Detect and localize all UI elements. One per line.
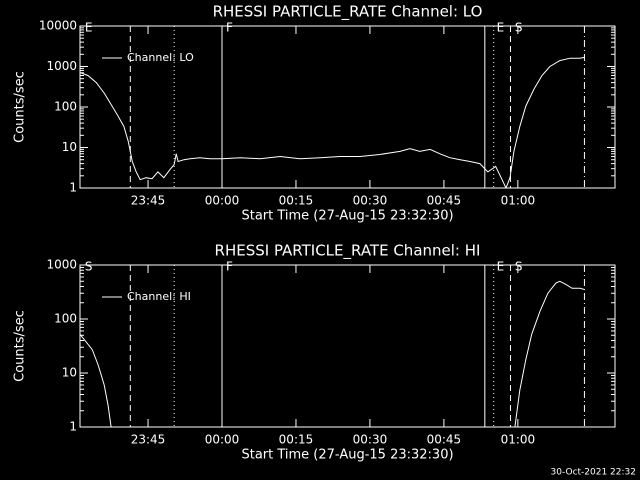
x-tick-label: 00:45 (427, 194, 462, 208)
legend-label: Channel: HI (127, 290, 191, 303)
x-tick-label: 23:45 (131, 194, 166, 208)
x-tick-label: 01:00 (501, 433, 536, 447)
event-label: S (515, 260, 523, 274)
x-tick-label: 00:30 (353, 194, 388, 208)
footer: 30-Oct-2021 22:32 (551, 468, 636, 478)
x-axis-label: Start Time (27-Aug-15 23:32:30) (241, 448, 453, 463)
x-tick-label: 01:00 (501, 194, 536, 208)
y-tick-label: 10 (62, 140, 77, 154)
y-axis-label: Counts/sec (13, 310, 28, 382)
plot: RHESSI PARTICLE_RATE Channel: LO Start Ti… (13, 3, 616, 224)
y-tick-label: 1 (69, 420, 77, 434)
y-tick-label: 1000 (46, 258, 77, 272)
x-tick-label: 00:15 (279, 433, 314, 447)
data-line (80, 56, 585, 188)
y-axis-label: Counts/sec (13, 71, 28, 143)
y-tick-label: 1000 (46, 59, 77, 73)
y-tick-label: 1 (69, 181, 77, 195)
x-tick-label: 00:30 (353, 433, 388, 447)
x-tick-label: 00:45 (427, 433, 462, 447)
x-axis-label: Start Time (27-Aug-15 23:32:30) (241, 209, 453, 224)
event-label: S (515, 21, 523, 35)
x-tick-label: 00:15 (279, 194, 314, 208)
y-tick-label: 100 (54, 312, 77, 326)
x-tick-label: 00:00 (205, 433, 240, 447)
event-label: S (85, 260, 93, 274)
event-label: E (85, 21, 93, 35)
event-label: E (497, 21, 505, 35)
plot-frame (79, 264, 616, 428)
chart-title: RHESSI PARTICLE_RATE Channel: HI (215, 242, 481, 261)
event-label: F (226, 21, 233, 35)
y-tick-label: 100 (54, 100, 77, 114)
event-label: F (226, 260, 233, 274)
plot: RHESSI PARTICLE_RATE Channel: HI Start Ti… (13, 242, 616, 463)
chart-title: RHESSI PARTICLE_RATE Channel: LO (213, 3, 483, 22)
event-label: E (497, 260, 505, 274)
y-tick-label: 10000 (39, 19, 77, 33)
legend-label: Channel: LO (127, 51, 194, 64)
x-tick-label: 00:00 (205, 194, 240, 208)
y-tick-label: 10 (62, 366, 77, 380)
x-tick-label: 23:45 (131, 433, 166, 447)
data-line (80, 280, 586, 427)
